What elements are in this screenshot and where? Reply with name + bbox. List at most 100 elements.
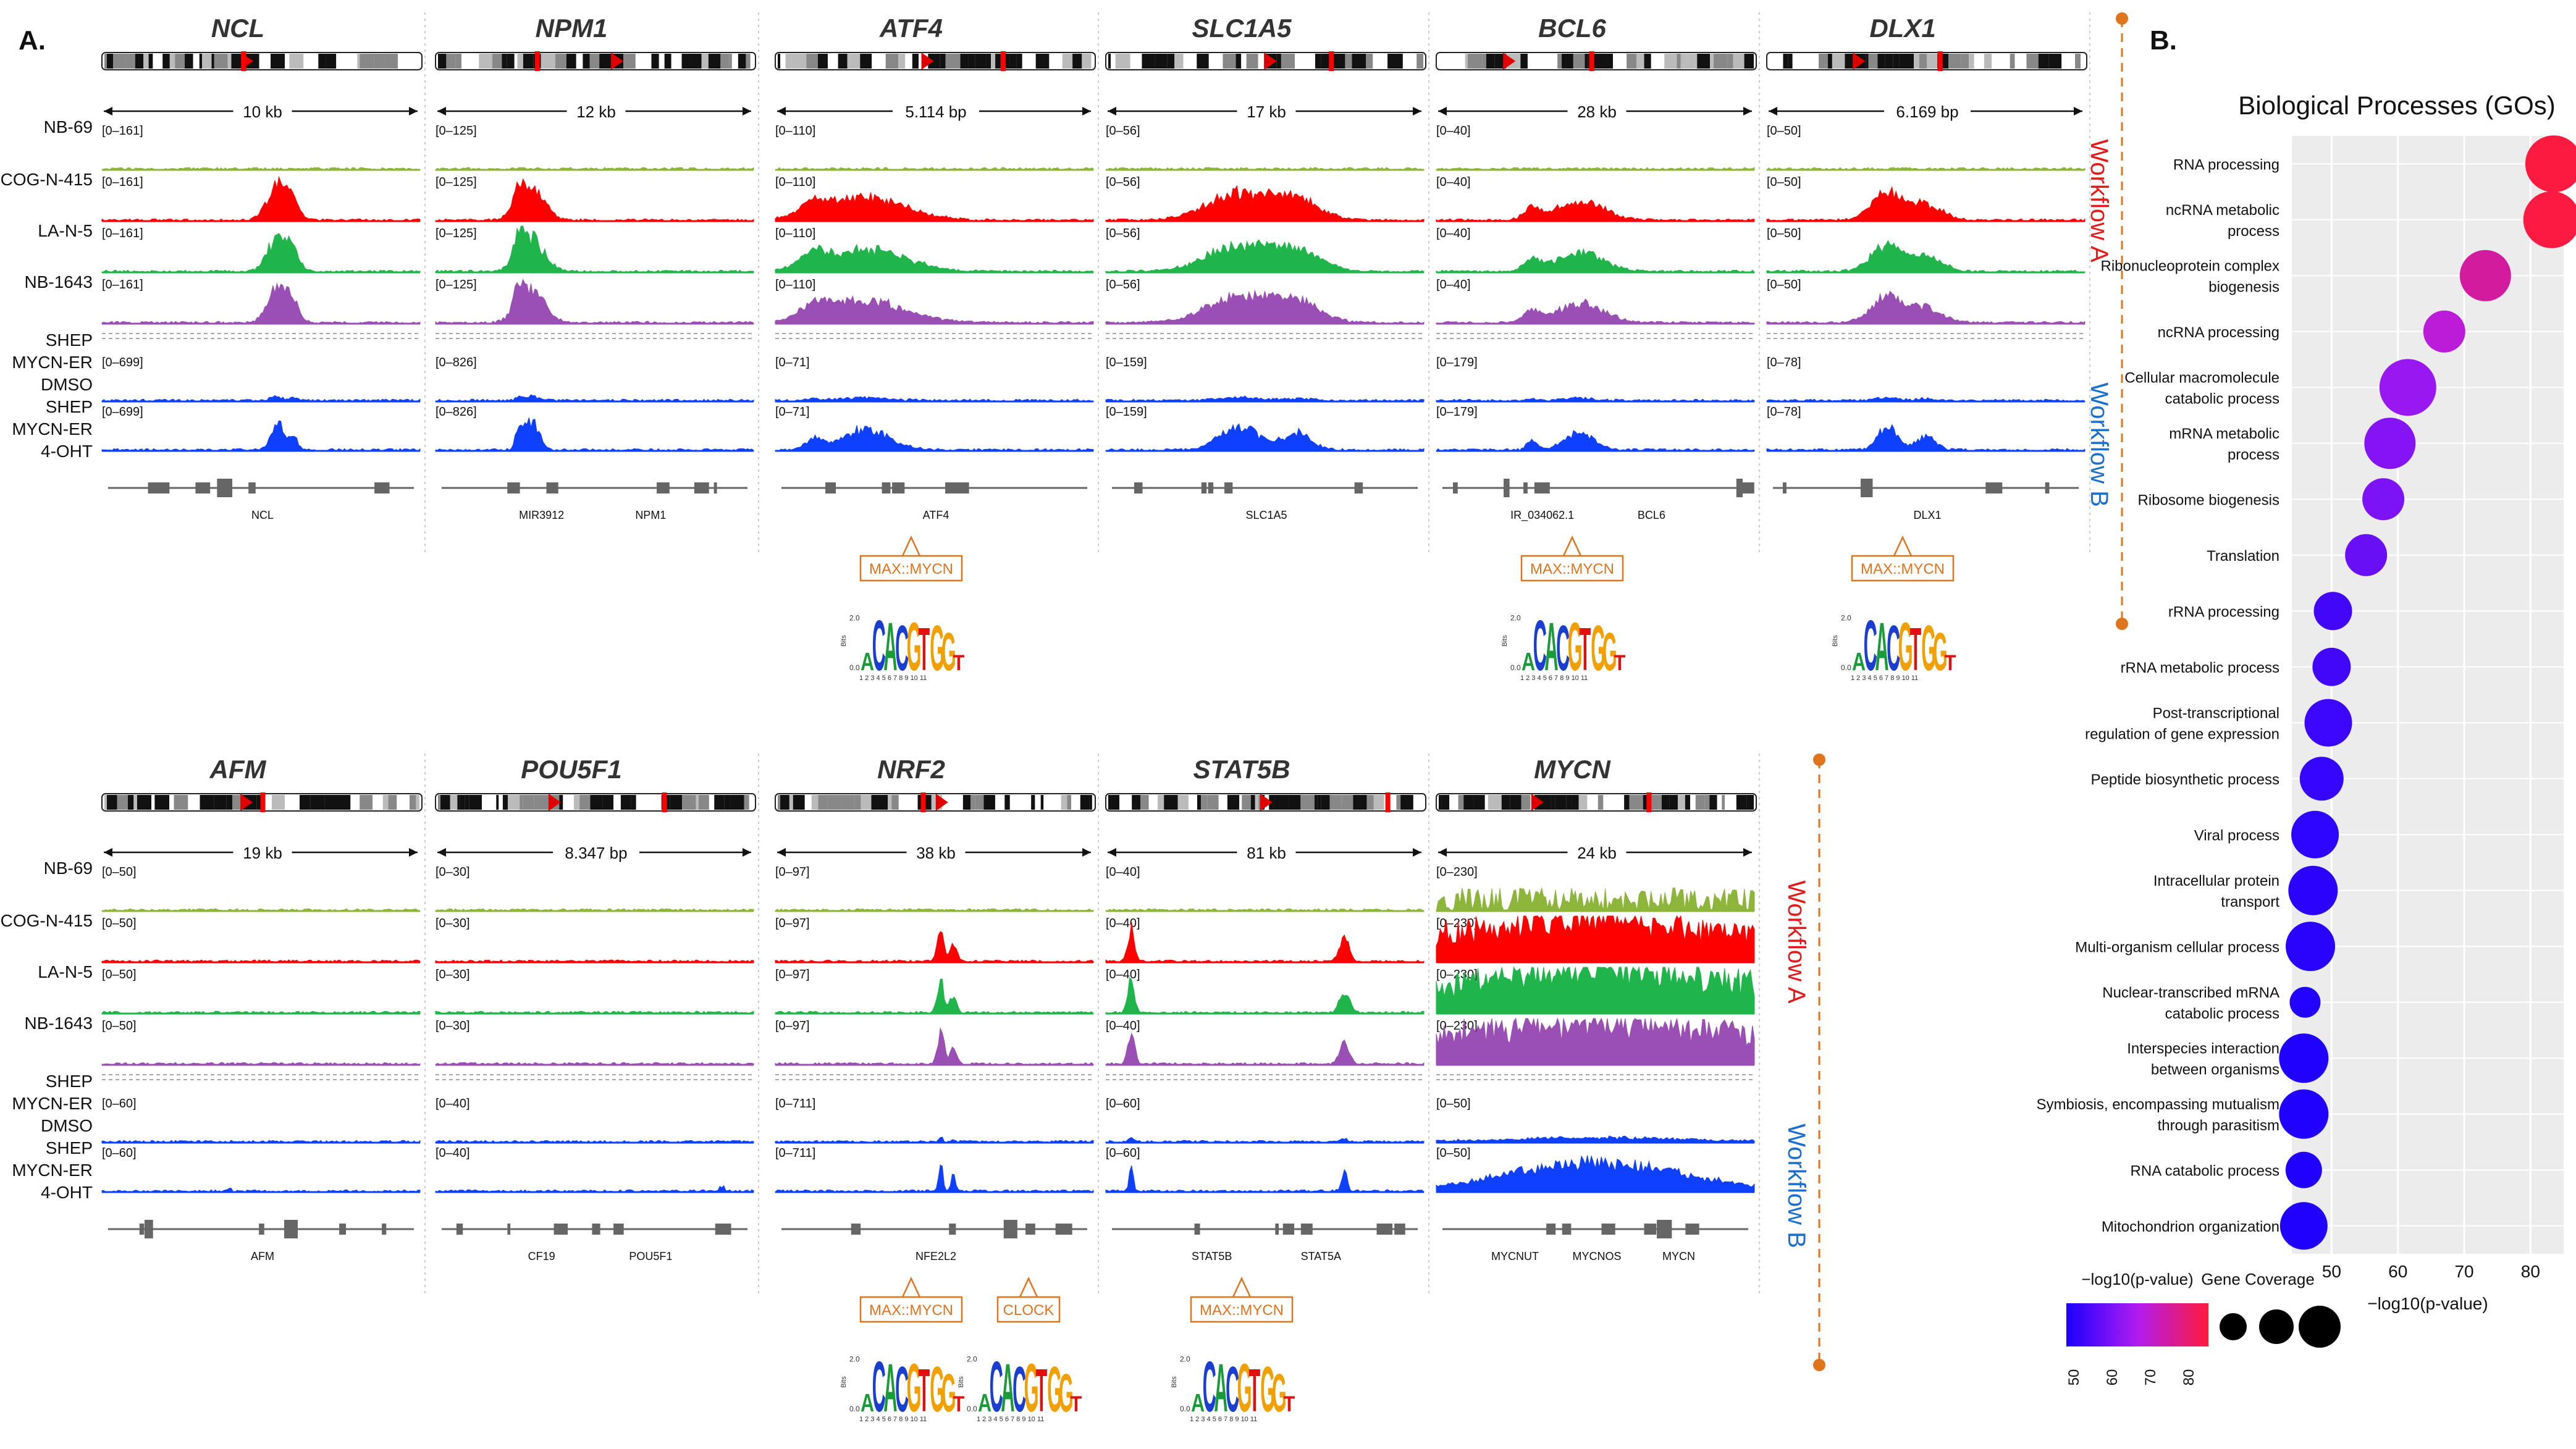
category-label: biogenesis [2208,279,2279,295]
exon [1376,1224,1393,1235]
ideogram-band [2003,54,2010,69]
logo-letter: C [1533,605,1547,686]
sample-label: NB-69 [44,859,93,878]
ideogram-band [1321,54,1330,69]
ideogram-band [1439,795,1442,810]
scale-arrow [437,848,446,857]
scale-label: 6.169 bp [1896,103,1958,121]
ideogram-band [898,795,906,810]
ideogram-band [1573,54,1585,69]
exon [949,1224,956,1235]
ideogram-band [1948,54,1961,69]
track-range: [0–40] [436,1146,470,1160]
track-range: [0–50] [1767,175,1801,189]
ideogram-band [868,54,872,69]
ideogram-band [523,795,534,810]
ideogram-band [1255,795,1259,810]
logo-letter: G [1591,612,1606,684]
signal-track [775,295,1094,324]
category-label: RNA catabolic process [2131,1162,2279,1179]
exon [851,1224,861,1235]
ideogram-band [360,54,374,69]
gene-panel: NRF2 38 kb [0–97] [0–97] [0–97] [0–97] [0–711]… [774,754,1099,1427]
ideogram-band [1250,795,1255,810]
ideogram-band [1132,795,1140,810]
category-label: catabolic process [2165,390,2279,407]
data-bubble [2312,647,2351,686]
gene-panel: ATF4 5.114 bp [0–110] [0–110] [0–110] [0–110]… [775,12,1099,686]
ideogram-band [1709,795,1717,810]
signal-track [1105,423,1425,452]
logo-letter: C [1203,1346,1216,1427]
colorbar [2066,1303,2208,1346]
track-range: [0–56] [1106,124,1140,138]
scale-arrow [1082,107,1091,116]
ideogram-band [541,54,555,69]
logo-letter: A [978,1388,991,1417]
data-bubble [2279,1033,2329,1083]
signal-track [1436,887,1755,912]
ideogram-band [1463,795,1474,810]
exon [1394,1224,1405,1235]
ideogram-band [948,795,963,810]
ideogram-band [259,54,271,69]
ideogram-band [738,54,746,69]
size-legend-bubble [2220,1313,2247,1340]
exon [284,1220,298,1238]
ideogram-band [731,54,738,69]
ideogram-band [1235,54,1242,69]
ideogram-band [1538,54,1547,69]
logo-letter: C [990,1346,1003,1427]
ideogram-band [1566,795,1572,810]
ideogram-band [602,795,614,810]
ideogram-band [995,54,1001,69]
ideogram-band [1914,54,1919,69]
ideogram-band [1736,795,1747,810]
motif-box [1520,555,1624,582]
ideogram-band [143,54,149,69]
logo-axis-label: 0.0 [849,1405,860,1413]
ideogram-band [1733,54,1745,69]
logo-letter: G [1933,621,1948,681]
signal-track [101,1010,421,1014]
ideogram-band [107,795,117,810]
track-range: [0–60] [102,1097,137,1111]
ideogram-band [1624,795,1630,810]
gene-panel: STAT5B 81 kb [0–40] [0–40] [0–40] [0–40] [0–60… [1105,754,1429,1427]
ideogram-band [1416,54,1423,69]
logo-letter: G [1047,1353,1062,1426]
ideogram-band [133,795,137,810]
ideogram-band [1597,795,1604,810]
ideogram-band [465,795,469,810]
exon [217,479,233,497]
gene-annotation: CF19 [528,1250,555,1262]
scale-label: 8.347 bp [565,844,627,862]
exon [1201,482,1205,494]
ideogram-band [613,795,617,810]
ideogram-band [360,795,373,810]
exon [374,482,390,494]
logo-bits-label: Bits [840,1376,848,1388]
exon [456,1224,463,1235]
ideogram-band [1607,54,1614,69]
ideogram-band [780,795,789,810]
size-legend-title: Gene Coverage [2201,1270,2315,1288]
ideogram-band [499,795,503,810]
logo-bits-label: Bits [840,635,848,647]
ideogram-band [639,54,652,69]
ideogram-band [1108,795,1111,810]
exon [694,482,709,494]
ideogram-band [1396,795,1401,810]
scale-label: 28 kb [1577,103,1617,121]
logo-letter: A [883,610,897,686]
colorbar-tick: 70 [2142,1369,2159,1386]
gene-annotation: MYCNUT [1491,1250,1539,1262]
ideogram-band [1783,54,1788,69]
track-row-top: NB-69 COG-N-415 LA-N-5 NB-1643 SHEP MYCN-ER DM… [1,12,2090,686]
scale-arrow [104,848,112,857]
ideogram-band [1062,54,1073,69]
sample-label: COG-N-415 [1,170,93,189]
ideogram-band [590,795,603,810]
logo-letter: T [919,1357,930,1424]
ideogram-band [1241,54,1247,69]
